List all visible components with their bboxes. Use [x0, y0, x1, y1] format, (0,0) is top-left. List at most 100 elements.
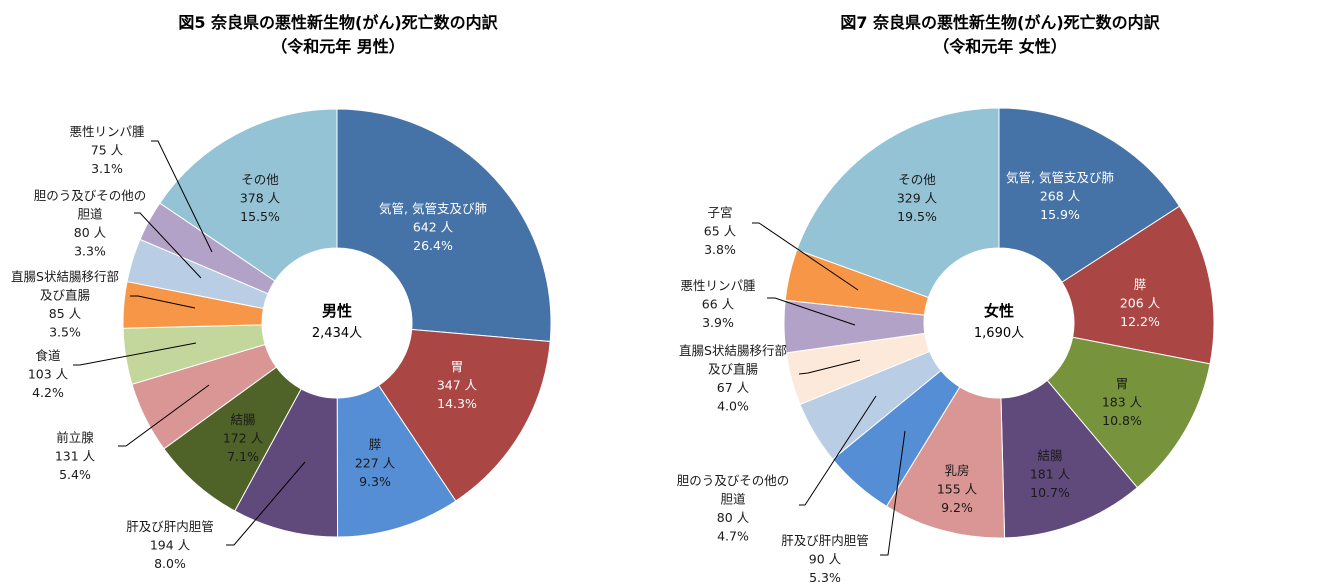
slice-label-name: 胆道 [77, 207, 103, 222]
slice-label-name: 膵 [369, 437, 382, 452]
slice-label-percent: 15.9% [1040, 207, 1080, 222]
slice-label-percent: 19.5% [897, 209, 937, 224]
slice-label-value: 642 人 [413, 220, 454, 235]
slice-label-name: 食道 [35, 348, 61, 363]
donut-slice [159, 108, 338, 282]
chart-title: 図5 奈良県の悪性新生物(がん)死亡数の内訳 [178, 13, 498, 32]
slice-label-value: 268 人 [1040, 189, 1081, 204]
slice-label-value: 131 人 [55, 449, 96, 464]
slice-label-value: 80 人 [717, 510, 750, 525]
slice-label-name: 結腸 [1037, 448, 1063, 463]
slice-label-name: 胃 [1116, 376, 1129, 391]
slice-label-percent: 9.3% [359, 474, 391, 489]
slice-label-value: 378 人 [240, 191, 281, 206]
slice-label-value: 90 人 [809, 552, 842, 567]
slice-label-percent: 14.3% [437, 396, 477, 411]
chart-title: （令和元年 男性） [271, 37, 405, 56]
slice-label-percent: 3.5% [49, 325, 81, 340]
slice-label-percent: 10.8% [1102, 413, 1142, 428]
slice-label-value: 103 人 [28, 367, 69, 382]
slice-label-name: 悪性リンパ腫 [680, 278, 756, 293]
slice-label-percent: 12.2% [1120, 314, 1160, 329]
slice-label-name: 乳房 [944, 463, 969, 478]
donut-slice [336, 108, 552, 343]
slice-label-percent: 3.9% [702, 315, 734, 330]
slice-label-percent: 7.1% [227, 449, 259, 464]
leader-line [880, 430, 906, 556]
leader-line [798, 359, 861, 375]
slice-label-value: 85 人 [49, 306, 82, 321]
leader-line [226, 461, 306, 546]
slice-label-percent: 5.4% [59, 467, 91, 482]
leader-line [151, 140, 213, 253]
female-donut-chart: 図7 奈良県の悪性新生物(がん)死亡数の内訳 （令和元年 女性） 気管, 気管支及び… [677, 13, 1215, 584]
slice-label-name: 直腸S状結腸移行部 [11, 269, 119, 284]
slice-label-name: 肝及び肝内胆管 [781, 533, 869, 548]
slice-label-name: 子宮 [707, 205, 732, 220]
slice-label-value: 206 人 [1120, 296, 1161, 311]
slice-label-name: 及び直腸 [708, 362, 759, 377]
slice-label-value: 347 人 [437, 378, 478, 393]
slice-label-name: 直腸S状結腸移行部 [679, 343, 787, 358]
leader-line [799, 395, 877, 506]
slice-label-value: 80 人 [74, 225, 107, 240]
donut-slice [377, 328, 551, 502]
leader-line [73, 342, 197, 366]
slice-label-percent: 3.8% [704, 242, 736, 257]
slice-label-percent: 5.3% [809, 570, 841, 584]
donut-slice [1061, 205, 1215, 365]
center-total: 1,690人 [974, 326, 1024, 341]
donut-slice [998, 107, 1181, 283]
center-label: 男性 [322, 302, 352, 320]
slice-label-name: 気管, 気管支及び肺 [1006, 170, 1114, 185]
slice-label-value: 67 人 [717, 380, 750, 395]
slice-label-name: 肝及び肝内胆管 [126, 519, 214, 534]
leader-line [767, 297, 856, 326]
male-donut-chart: 図5 奈良県の悪性新生物(がん)死亡数の内訳 （令和元年 男性） 気管, 気管支及び… [11, 13, 552, 571]
slice-label-name: 胆のう及びその他の [677, 473, 790, 488]
slice-label-value: 65 人 [704, 224, 737, 239]
slice-label-name: その他 [898, 172, 936, 187]
slice-label-name: 結腸 [230, 412, 256, 427]
center-total: 2,434人 [312, 326, 362, 341]
slice-label-percent: 4.0% [717, 399, 749, 414]
slice-label-value: 66 人 [702, 297, 735, 312]
slice-label-name: 胆道 [720, 492, 746, 507]
slice-label-value: 155 人 [937, 482, 978, 497]
slice-label-percent: 4.7% [717, 529, 749, 544]
slice-label-value: 172 人 [223, 431, 264, 446]
slice-label-name: 胃 [451, 359, 464, 374]
chart-title: 図7 奈良県の悪性新生物(がん)死亡数の内訳 [840, 13, 1160, 32]
slice-label-value: 194 人 [150, 538, 191, 553]
slice-label-value: 181 人 [1030, 467, 1071, 482]
leader-line [118, 384, 210, 447]
slice-label-percent: 15.5% [240, 209, 280, 224]
slice-label-percent: 8.0% [154, 556, 186, 571]
slice-label-percent: 3.3% [74, 244, 106, 259]
slice-label-value: 75 人 [91, 143, 124, 158]
donut-slice [1000, 379, 1139, 539]
slice-label-name: 気管, 気管支及び肺 [379, 201, 487, 216]
slice-label-percent: 9.2% [941, 500, 973, 515]
slice-label-percent: 26.4% [413, 238, 453, 253]
slice-label-name: 及び直腸 [40, 288, 91, 303]
leader-line [752, 222, 859, 291]
leader-line [134, 212, 202, 279]
slice-label-name: 悪性リンパ腫 [69, 124, 145, 139]
slice-label-name: 膵 [1134, 277, 1147, 292]
slice-label-value: 227 人 [355, 456, 396, 471]
center-label: 女性 [984, 302, 1014, 320]
slice-label-name: 胆のう及びその他の [34, 188, 147, 203]
slice-label-percent: 10.7% [1030, 485, 1070, 500]
slice-label-percent: 3.1% [91, 161, 123, 176]
chart-title: （令和元年 女性） [933, 37, 1067, 56]
leader-line [130, 295, 196, 309]
slice-label-value: 183 人 [1102, 395, 1143, 410]
slice-label-name: 前立腺 [56, 430, 94, 445]
donut-slice [796, 107, 1000, 299]
slice-label-name: その他 [241, 172, 279, 187]
donut-slice [885, 386, 1006, 539]
slice-label-percent: 4.2% [32, 385, 64, 400]
slice-label-value: 329 人 [897, 191, 938, 206]
